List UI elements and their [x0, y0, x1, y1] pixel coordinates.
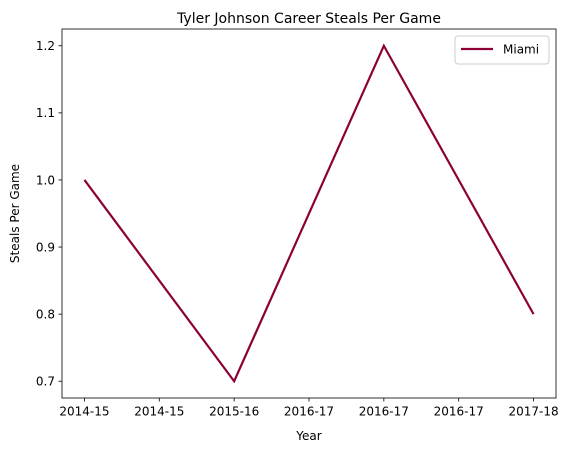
x-tick-label: 2017-18 — [508, 405, 558, 419]
y-tick-label: 1.0 — [36, 173, 55, 187]
y-tick-label: 0.8 — [36, 307, 55, 321]
x-tick-label: 2015-16 — [209, 405, 259, 419]
x-axis-label: Year — [295, 429, 321, 443]
y-tick-label: 1.2 — [36, 39, 55, 53]
chart-title: Tyler Johnson Career Steals Per Game — [176, 11, 441, 27]
x-tick-label: 2016-17 — [434, 405, 484, 419]
legend: Miami — [455, 36, 549, 64]
y-axis-label: Steals Per Game — [8, 164, 22, 263]
y-tick-label: 1.1 — [36, 106, 55, 120]
legend-label-miami: Miami — [503, 43, 539, 57]
x-tick-label: 2016-17 — [284, 405, 334, 419]
x-tick-label: 2014-15 — [134, 405, 184, 419]
x-tick-label: 2016-17 — [359, 405, 409, 419]
y-tick-label: 0.9 — [36, 240, 55, 254]
x-tick-label: 2014-15 — [59, 405, 109, 419]
y-tick-label: 0.7 — [36, 375, 55, 389]
